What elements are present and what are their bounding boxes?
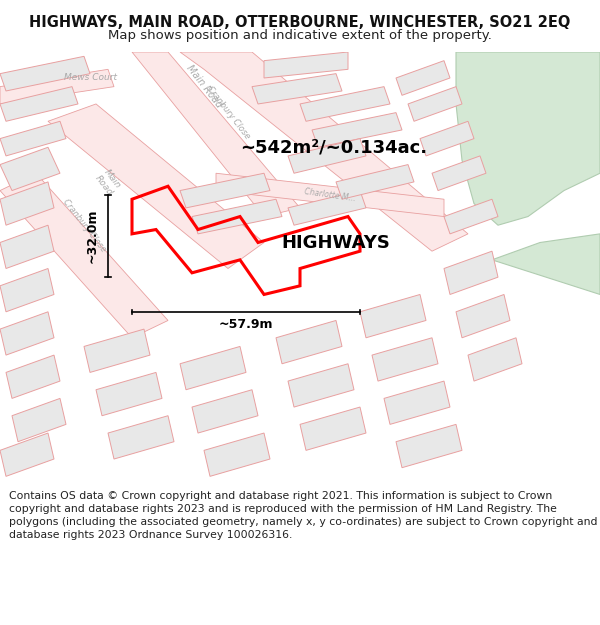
Polygon shape (444, 199, 498, 234)
Polygon shape (216, 173, 444, 216)
Text: Cranbury Close: Cranbury Close (205, 84, 251, 141)
Text: HIGHWAYS, MAIN ROAD, OTTERBOURNE, WINCHESTER, SO21 2EQ: HIGHWAYS, MAIN ROAD, OTTERBOURNE, WINCHE… (29, 14, 571, 29)
Polygon shape (276, 321, 342, 364)
Polygon shape (252, 74, 342, 104)
Polygon shape (408, 87, 462, 121)
Polygon shape (312, 112, 402, 148)
Polygon shape (48, 104, 264, 269)
Polygon shape (396, 61, 450, 95)
Polygon shape (0, 148, 60, 191)
Polygon shape (108, 416, 174, 459)
Polygon shape (0, 433, 54, 476)
Polygon shape (6, 355, 60, 398)
Polygon shape (288, 364, 354, 407)
Polygon shape (288, 191, 366, 225)
Polygon shape (384, 381, 450, 424)
Text: Charlotte M...: Charlotte M... (304, 187, 356, 203)
Polygon shape (468, 338, 522, 381)
Polygon shape (180, 346, 246, 390)
Polygon shape (0, 69, 114, 104)
Polygon shape (396, 424, 462, 468)
Polygon shape (132, 52, 300, 216)
Text: Mews Court: Mews Court (64, 74, 116, 82)
Text: Map shows position and indicative extent of the property.: Map shows position and indicative extent… (108, 29, 492, 42)
Text: HIGHWAYS: HIGHWAYS (281, 234, 391, 251)
Polygon shape (204, 433, 270, 476)
Polygon shape (432, 156, 486, 191)
Polygon shape (0, 87, 78, 121)
Polygon shape (300, 87, 390, 121)
Polygon shape (360, 294, 426, 338)
Polygon shape (180, 52, 468, 251)
Polygon shape (444, 251, 498, 294)
Polygon shape (0, 173, 168, 338)
Polygon shape (0, 121, 66, 156)
Polygon shape (336, 164, 414, 199)
Polygon shape (264, 52, 348, 78)
Polygon shape (288, 139, 366, 173)
Polygon shape (420, 121, 474, 156)
Polygon shape (180, 173, 270, 208)
Polygon shape (300, 407, 366, 451)
Polygon shape (0, 312, 54, 355)
Text: ~542m²/~0.134ac.: ~542m²/~0.134ac. (240, 138, 427, 156)
Text: Main Road: Main Road (184, 63, 224, 110)
Polygon shape (0, 225, 54, 269)
Text: Cranbury Close: Cranbury Close (61, 197, 107, 253)
Polygon shape (456, 52, 600, 225)
Polygon shape (192, 390, 258, 433)
Polygon shape (372, 338, 438, 381)
Text: Main
Road: Main Road (93, 167, 123, 197)
Polygon shape (12, 398, 66, 442)
Polygon shape (96, 372, 162, 416)
Polygon shape (192, 199, 282, 234)
Polygon shape (456, 294, 510, 338)
Text: ~57.9m: ~57.9m (219, 318, 273, 331)
Polygon shape (0, 182, 54, 225)
Polygon shape (492, 234, 600, 294)
Polygon shape (0, 269, 54, 312)
Polygon shape (0, 56, 90, 91)
Polygon shape (84, 329, 150, 372)
Text: ~32.0m: ~32.0m (86, 209, 99, 263)
Text: Contains OS data © Crown copyright and database right 2021. This information is : Contains OS data © Crown copyright and d… (9, 491, 598, 541)
